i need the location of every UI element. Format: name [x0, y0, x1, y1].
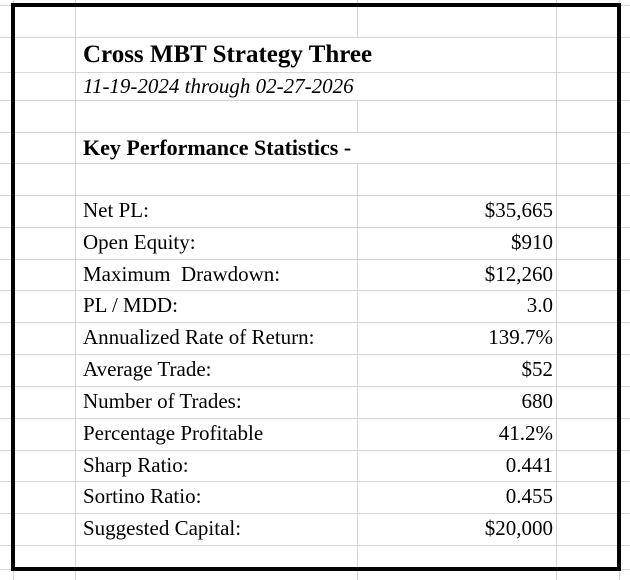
stat-label: Annualized Rate of Return:: [83, 325, 315, 350]
stat-label: PL / MDD:: [83, 293, 178, 318]
stat-value: 139.7%: [488, 325, 553, 350]
stat-value: $52: [521, 357, 554, 382]
report-date-range: 11-19-2024 through 02-27-2026: [83, 74, 354, 98]
stat-label: Percentage Profitable: [83, 420, 264, 445]
stat-value: $12,260: [484, 261, 553, 286]
gridline: [0, 258, 630, 260]
gridline: [0, 37, 630, 38]
gridline: [0, 513, 630, 515]
gridline: [0, 322, 630, 324]
gridline: [0, 72, 630, 73]
gridline: [0, 163, 630, 164]
stat-label: Open Equity:: [83, 229, 196, 254]
gridline: [0, 417, 630, 419]
gridline: [0, 100, 630, 101]
gridline: [357, 100, 358, 132]
gridline: [0, 226, 630, 228]
stat-label: Sortino Ratio:: [83, 484, 202, 509]
report-title: Cross MBT Strategy Three: [83, 41, 373, 68]
stat-value: $910: [511, 229, 553, 254]
gridline: [0, 545, 630, 546]
stat-row: PL / MDD: 3.0: [83, 290, 553, 322]
stat-value: 41.2%: [498, 420, 553, 445]
stat-value: $20,000: [484, 516, 553, 541]
stat-value: 0.455: [505, 484, 553, 509]
stats-table: Net PL: $35,665 Open Equity: $910 Maximu…: [83, 195, 553, 545]
stat-row: Percentage Profitable 41.2%: [83, 418, 553, 450]
stat-value: 680: [521, 388, 554, 413]
gridline: [0, 481, 630, 483]
gridline: [556, 0, 557, 580]
stat-value: $35,665: [484, 198, 553, 222]
stat-value: 0.441: [505, 452, 553, 477]
gridline: [75, 0, 76, 580]
gridline: [0, 132, 630, 133]
gridline: [0, 354, 630, 356]
stat-row: Number of Trades: 680: [83, 386, 553, 418]
stat-value: 3.0: [526, 293, 553, 318]
stat-label: Suggested Capital:: [83, 516, 242, 541]
stat-row: Average Trade: $52: [83, 354, 553, 386]
stat-row: Sortino Ratio: 0.455: [83, 481, 553, 513]
stat-row: Net PL: $35,665: [83, 195, 553, 227]
stat-row: Suggested Capital: $20,000: [83, 513, 553, 545]
report-border-box: [11, 3, 621, 571]
gridline: [357, 163, 358, 580]
stat-row: Open Equity: $910: [83, 227, 553, 259]
gridline: [0, 449, 630, 451]
gridline: [0, 290, 630, 292]
stat-label: Net PL:: [83, 198, 149, 222]
section-header: Key Performance Statistics -: [83, 135, 352, 160]
gridline: [0, 195, 630, 196]
stat-label: Average Trade:: [83, 357, 212, 382]
stat-row: Sharp Ratio: 0.441: [83, 450, 553, 482]
stat-label: Maximum Drawdown:: [83, 261, 281, 286]
stat-label: Number of Trades:: [83, 388, 242, 413]
stat-row: Annualized Rate of Return: 139.7%: [83, 322, 553, 354]
stat-row: Maximum Drawdown: $12,260: [83, 259, 553, 291]
gridline: [0, 385, 630, 387]
gridline: [357, 0, 358, 37]
stat-label: Sharp Ratio:: [83, 452, 189, 477]
